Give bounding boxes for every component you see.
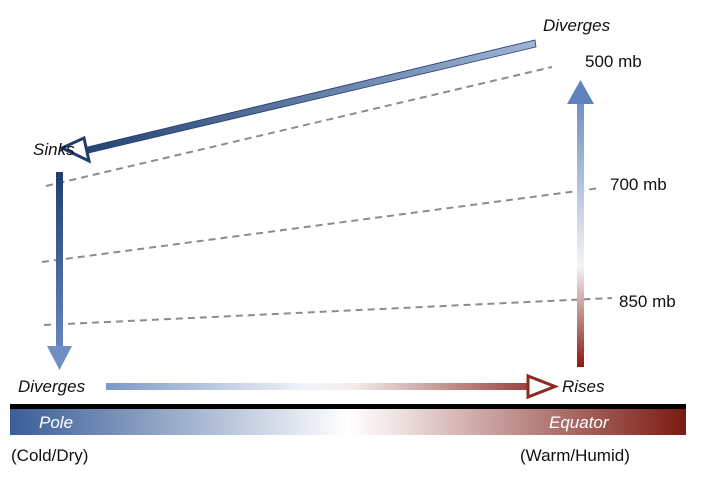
pressure-label-500mb: 500 mb <box>585 52 642 71</box>
rises-label: Rises <box>562 377 605 396</box>
surface-diverges-label: Diverges <box>18 377 86 396</box>
rising-arrow <box>567 80 594 367</box>
upper-diverges-label: Diverges <box>543 16 611 35</box>
bar-gradient-fill <box>10 409 686 435</box>
bar-top-edge <box>10 404 686 412</box>
isobar-lines <box>41 66 613 326</box>
pole-label: Pole <box>39 413 73 432</box>
equator-description: (Warm/Humid) <box>520 446 630 465</box>
sinks-label: Sinks <box>33 140 75 159</box>
equator-label: Equator <box>549 413 610 432</box>
sinking-arrow <box>47 172 72 370</box>
pressure-label-850mb: 850 mb <box>619 292 676 311</box>
isobar-500mb-line <box>45 66 553 187</box>
pressure-label-700mb: 700 mb <box>610 175 667 194</box>
isobar-850mb-line <box>43 297 613 326</box>
surface-flow-arrow <box>106 373 560 400</box>
temperature-gradient-bar <box>10 404 686 435</box>
upper-flow-arrow <box>58 39 537 164</box>
pole-description: (Cold/Dry) <box>11 446 88 465</box>
isobar-700mb-line <box>41 187 601 263</box>
